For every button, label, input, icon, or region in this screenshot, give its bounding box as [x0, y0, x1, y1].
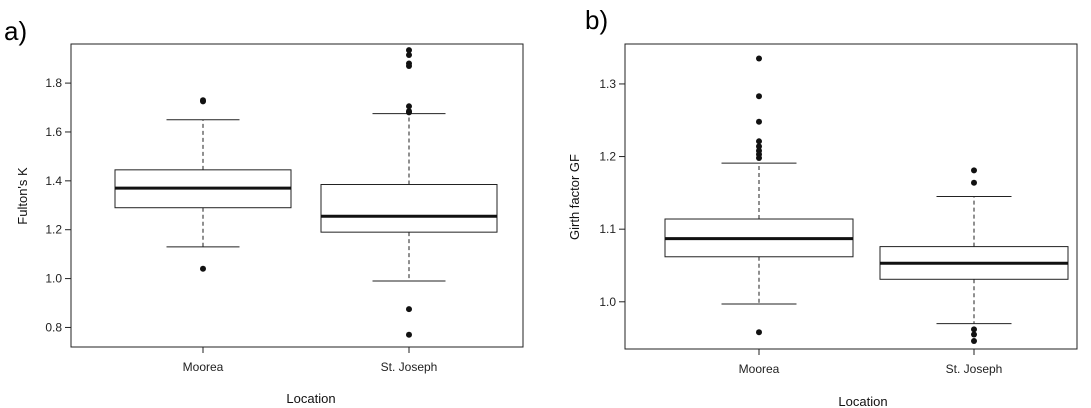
panel-label-b: b) — [585, 5, 608, 35]
panel-a: a) 0.8 1.0 1.2 1.4 1.6 1.8 Moorea St. Joseph F… — [4, 16, 524, 406]
plot-frame-a — [70, 43, 524, 348]
outlier-point — [200, 98, 206, 105]
outlier-point — [406, 51, 412, 58]
y-tick-label: 1.3 — [599, 77, 616, 91]
x-axis-title-a: Location — [286, 391, 335, 406]
outlier-point — [756, 118, 762, 125]
y-axis-title-b: Girth factor GF — [567, 154, 582, 240]
y-tick-label: 1.0 — [45, 272, 62, 286]
x-axis-b: Moorea St. Joseph — [739, 349, 1003, 376]
y-tick-label: 1.8 — [45, 76, 62, 90]
outlier-point — [406, 306, 412, 313]
x-tick-label: St. Joseph — [946, 362, 1003, 376]
outlier-point — [971, 331, 977, 338]
y-tick-label: 0.8 — [45, 320, 62, 334]
outlier-point — [756, 138, 762, 145]
y-tick-label: 1.2 — [45, 223, 62, 237]
plot-frame-b — [624, 43, 1078, 350]
outlier-point — [971, 338, 977, 345]
y-axis-b: 1.0 1.1 1.2 1.3 — [599, 77, 625, 309]
x-axis-title-b: Location — [838, 394, 887, 408]
box-st-joseph — [320, 47, 498, 338]
y-tick-label: 1.4 — [45, 174, 62, 188]
box-st-joseph — [879, 167, 1069, 345]
outlier-point — [406, 109, 412, 116]
box-moorea — [664, 55, 854, 336]
outlier-point — [200, 265, 206, 272]
y-tick-label: 1.2 — [599, 150, 616, 164]
y-axis-a: 0.8 1.0 1.2 1.4 1.6 1.8 — [45, 76, 71, 334]
x-tick-label: Moorea — [183, 360, 224, 374]
y-axis-title-a: Fulton's K — [15, 167, 30, 225]
box-moorea — [114, 97, 292, 272]
outlier-point — [971, 179, 977, 186]
outlier-point — [756, 155, 762, 162]
outlier-point — [756, 55, 762, 62]
outlier-point — [406, 103, 412, 110]
outlier-point — [406, 47, 412, 54]
boxes-b — [664, 55, 1069, 345]
panel-label-a: a) — [4, 16, 27, 46]
outlier-point — [756, 93, 762, 100]
y-tick-label: 1.0 — [599, 295, 616, 309]
x-tick-label: St. Joseph — [381, 360, 438, 374]
panel-b: b) 1.0 1.1 1.2 1.3 Moorea St. Joseph Girth f… — [567, 5, 1078, 408]
outlier-point — [756, 329, 762, 336]
x-axis-a: Moorea St. Joseph — [183, 347, 438, 374]
outlier-point — [406, 62, 412, 69]
outlier-point — [971, 326, 977, 333]
y-tick-label: 1.1 — [599, 222, 616, 236]
boxes-a — [114, 47, 498, 338]
y-tick-label: 1.6 — [45, 125, 62, 139]
x-tick-label: Moorea — [739, 362, 780, 376]
outlier-point — [756, 143, 762, 150]
iqr-box — [320, 184, 498, 233]
outlier-point — [406, 331, 412, 338]
outlier-point — [971, 167, 977, 174]
